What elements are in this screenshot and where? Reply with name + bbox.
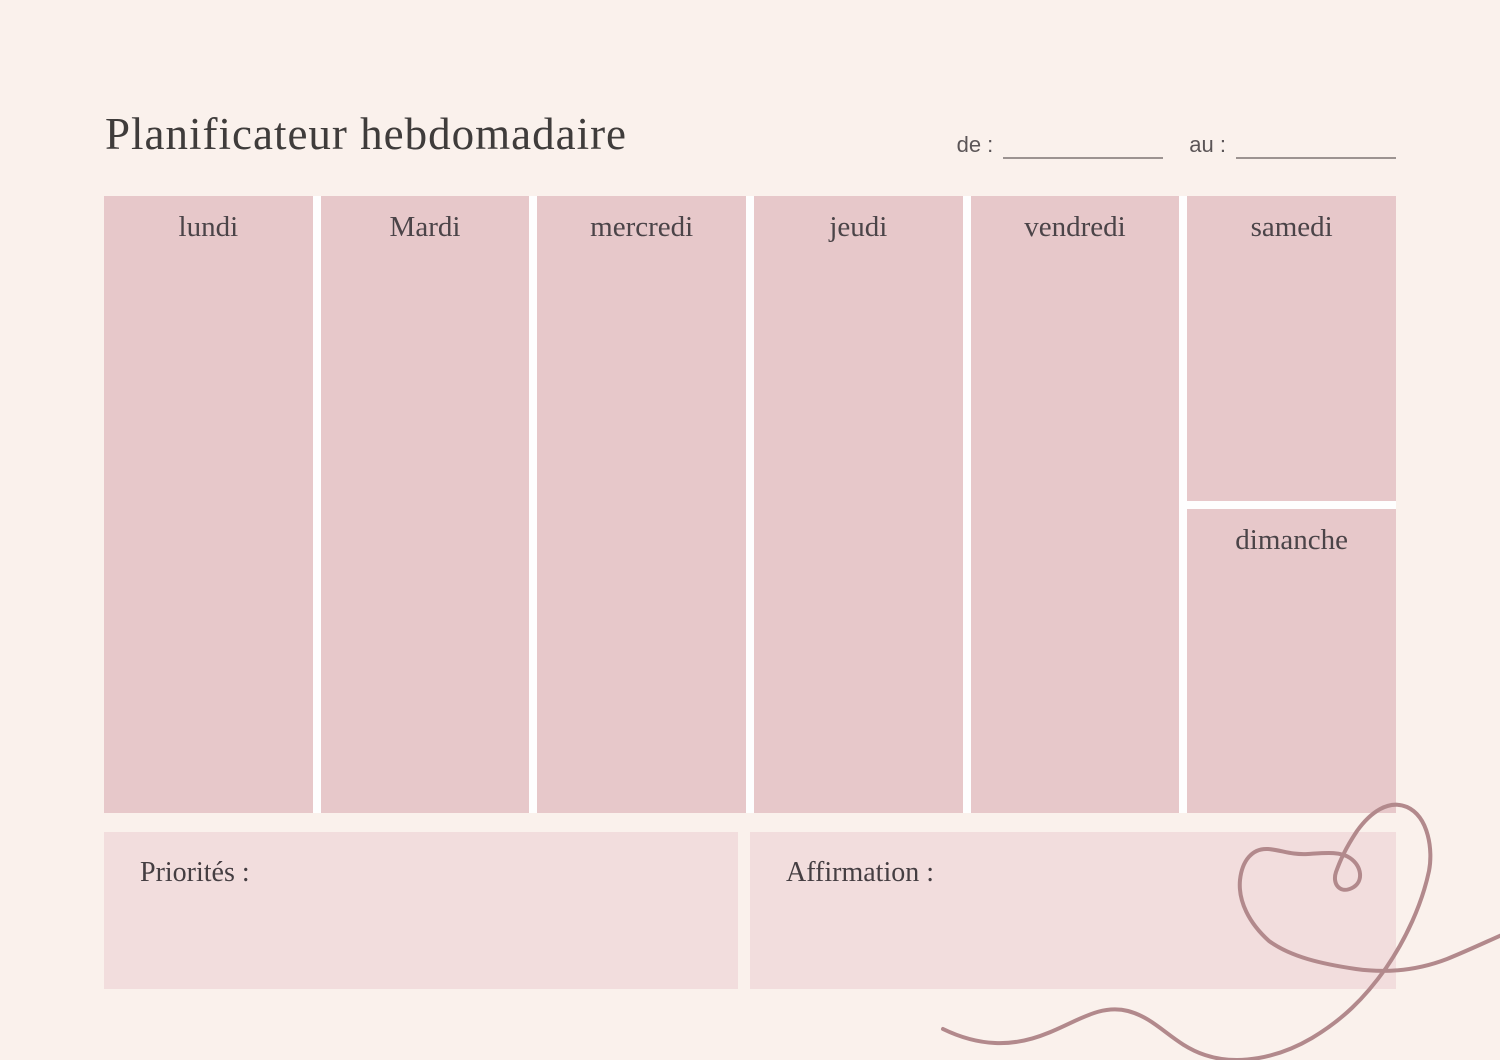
affirmation-label: Affirmation : xyxy=(786,857,935,888)
date-to-group: au : xyxy=(1189,131,1396,159)
day-label-jeudi: jeudi xyxy=(829,211,888,243)
weekend-column: samedi dimanche xyxy=(1187,196,1396,813)
affirmation-box[interactable]: Affirmation : xyxy=(750,832,1396,989)
day-column-mercredi[interactable]: mercredi xyxy=(537,196,746,813)
date-from-label: de : xyxy=(956,131,994,157)
bottom-sections: Priorités : Affirmation : xyxy=(104,832,1396,989)
priorities-box[interactable]: Priorités : xyxy=(104,832,738,989)
day-column-jeudi[interactable]: jeudi xyxy=(754,196,963,813)
day-label-dimanche: dimanche xyxy=(1235,523,1349,556)
day-label-mercredi: mercredi xyxy=(590,211,694,243)
date-to-label: au : xyxy=(1189,131,1226,157)
day-label-mardi: Mardi xyxy=(389,211,461,243)
day-column-dimanche[interactable]: dimanche xyxy=(1187,508,1396,813)
day-column-lundi[interactable]: lundi xyxy=(104,196,313,813)
day-column-mardi[interactable]: Mardi xyxy=(320,196,530,813)
priorities-label: Priorités : xyxy=(140,857,250,888)
date-from-field[interactable] xyxy=(1003,131,1164,159)
day-label-lundi: lundi xyxy=(178,211,239,243)
day-label-vendredi: vendredi xyxy=(1024,211,1126,243)
date-range: de : au : xyxy=(957,131,1396,159)
date-from-group: de : xyxy=(957,131,1164,159)
page-title: Planificateur hebdomadaire xyxy=(105,109,628,159)
day-column-samedi[interactable]: samedi xyxy=(1187,196,1396,501)
day-column-vendredi[interactable]: vendredi xyxy=(970,196,1180,813)
day-label-samedi: samedi xyxy=(1250,211,1333,243)
week-grid: lundi Mardi mercredi jeudi vendredi same… xyxy=(104,196,1396,813)
date-to-field[interactable] xyxy=(1236,131,1396,159)
